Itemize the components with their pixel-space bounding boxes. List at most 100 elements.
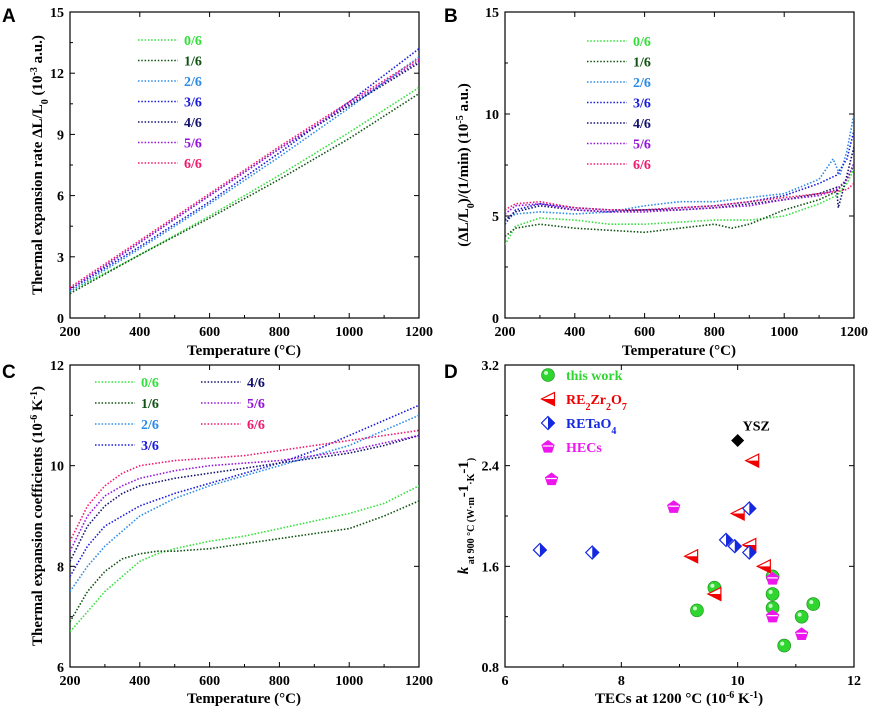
legend-label: 3/6 xyxy=(141,439,159,454)
plot-frame xyxy=(69,364,420,668)
point-retao4-fill xyxy=(749,501,756,515)
y-tick-label: 9 xyxy=(57,128,64,143)
y-tick-label: 2.4 xyxy=(482,460,500,475)
legend-label: 1/6 xyxy=(184,55,202,70)
point-this-work-highlight xyxy=(710,583,715,588)
y-tick-label: 1.6 xyxy=(482,560,500,575)
y-tick-label: 10 xyxy=(50,460,64,475)
legend-label: 6/6 xyxy=(633,158,651,173)
y-tick-label: 15 xyxy=(485,6,499,21)
x-axis-title: TECs at 1200 °C (10-6 K-1) xyxy=(595,690,763,708)
legend-label: 0/6 xyxy=(141,376,159,391)
x-tick-label: 600 xyxy=(199,325,220,340)
x-axis-title: Temperature (°C) xyxy=(187,343,301,359)
legend-label: 5/6 xyxy=(247,397,265,412)
legend-label: 2/6 xyxy=(141,418,159,433)
y-tick-label: 12 xyxy=(50,67,64,82)
y-tick-label: 0 xyxy=(492,312,499,327)
series-line-5-6 xyxy=(505,162,854,215)
legend-label: 2/6 xyxy=(633,76,651,91)
panel-letter: B xyxy=(444,6,458,27)
series-line-0-6 xyxy=(505,168,854,245)
x-tick-label: 1200 xyxy=(405,325,433,340)
y-tick-label: 3.2 xyxy=(482,359,500,374)
legend-label: 0/6 xyxy=(184,34,202,49)
x-axis-title: Temperature (°C) xyxy=(187,691,301,707)
x-tick-label: 200 xyxy=(60,674,81,689)
x-tick-label: 400 xyxy=(129,325,150,340)
x-tick-label: 1200 xyxy=(405,674,433,689)
legend-label: RETaO4 xyxy=(566,417,616,437)
x-tick-label: 800 xyxy=(704,325,725,340)
series-group xyxy=(505,113,854,245)
legend-label: 5/6 xyxy=(633,138,651,153)
point-this-work-highlight xyxy=(692,606,697,611)
point-this-work-highlight xyxy=(797,612,802,617)
point-re2zr2o7-fill xyxy=(731,513,745,520)
plot-frame xyxy=(504,11,855,319)
x-axis-title: Temperature (°C) xyxy=(622,343,736,359)
series-group xyxy=(70,48,419,295)
y-tick-label: 12 xyxy=(50,359,64,374)
series-line-1-6 xyxy=(70,500,419,623)
legend: 0/6 1/6 2/6 3/6 4/6 5/6 6/6 xyxy=(587,35,651,173)
series-line-0-6 xyxy=(70,86,419,293)
legend-label: RE2Zr2O7 xyxy=(566,393,627,413)
panel-letter: D xyxy=(444,362,458,383)
panel-a: 200 400 600 800 1000 1200 0 3 6 9 12 15 A Temperature… xyxy=(2,6,433,359)
legend-label: 6/6 xyxy=(247,418,265,433)
point-retao4-fill xyxy=(539,543,547,557)
legend: 0/6 1/6 2/6 3/6 4/6 5/6 6/6 xyxy=(138,34,202,172)
x-tick-label: 1200 xyxy=(840,325,868,340)
series-line-4-6 xyxy=(70,62,419,291)
series-line-2-6 xyxy=(70,56,419,293)
annotation-label: YSZ xyxy=(743,420,770,435)
point-retao4-fill xyxy=(726,533,733,547)
legend: 0/6 1/6 2/6 3/6 4/6 5/6 6/6 xyxy=(95,376,265,454)
y-tick-label: 0.8 xyxy=(482,661,500,676)
series-line-2-6 xyxy=(70,414,419,592)
legend-label: 6/6 xyxy=(184,157,202,172)
series-line-5-6 xyxy=(70,434,419,552)
y-axis-title: (ΔL/L0)/(1/min) (10-5 a.u.) xyxy=(455,83,477,247)
series-line-1-6 xyxy=(505,164,854,238)
legend-marker xyxy=(541,368,555,382)
x-tick-label: 600 xyxy=(199,674,220,689)
y-axis-title: Thermal expansion rate ΔL/L0 (10-3 a.u.) xyxy=(29,35,51,295)
y-axis-title: k at 900 °C (W·m-1·K-1) xyxy=(456,458,477,575)
y-tick-label: 6 xyxy=(57,190,64,205)
series-line-5-6 xyxy=(70,60,419,291)
x-tick-label: 400 xyxy=(129,674,150,689)
y-tick-label: 5 xyxy=(492,210,499,225)
x-tick-label: 600 xyxy=(634,325,655,340)
y-axis-title: Thermal expansion coefficients (10-6 K-1… xyxy=(29,386,47,646)
x-tick-label: 400 xyxy=(564,325,585,340)
legend-label: 1/6 xyxy=(633,56,651,71)
series-line-6-6 xyxy=(70,429,419,542)
point-this-work xyxy=(806,597,821,611)
point-this-work-highlight xyxy=(768,603,773,608)
point-ysz xyxy=(731,434,745,447)
y-tick-label: 0 xyxy=(57,312,64,327)
point-this-work xyxy=(777,638,792,653)
x-tick-label: 12 xyxy=(847,674,861,689)
point-re2zr2o7-fill xyxy=(684,556,698,563)
y-tick-label: 15 xyxy=(50,6,64,21)
y-tick-label: 6 xyxy=(57,661,64,676)
x-tick-label: 1000 xyxy=(770,325,798,340)
x-tick-label: 8 xyxy=(618,674,625,689)
y-tick-label: 3 xyxy=(57,251,64,266)
point-re2zr2o7-fill xyxy=(707,594,721,601)
legend-label: 0/6 xyxy=(633,35,651,50)
legend: this work RE2Zr2O7 RETaO4 HECs xyxy=(540,368,627,456)
panel-letter: C xyxy=(2,362,16,383)
legend-label: 4/6 xyxy=(633,117,651,132)
series-line-3-6 xyxy=(70,404,419,577)
legend-label: 5/6 xyxy=(184,137,202,152)
x-tick-label: 6 xyxy=(502,674,509,689)
legend-marker-fill xyxy=(541,399,555,406)
y-tick-label: 8 xyxy=(57,560,64,575)
panel-d: 6 8 10 12 0.8 1.6 2.4 3.2 D TECs at 1200 °C (10-6… xyxy=(444,359,861,707)
x-tick-label: 1000 xyxy=(335,325,363,340)
